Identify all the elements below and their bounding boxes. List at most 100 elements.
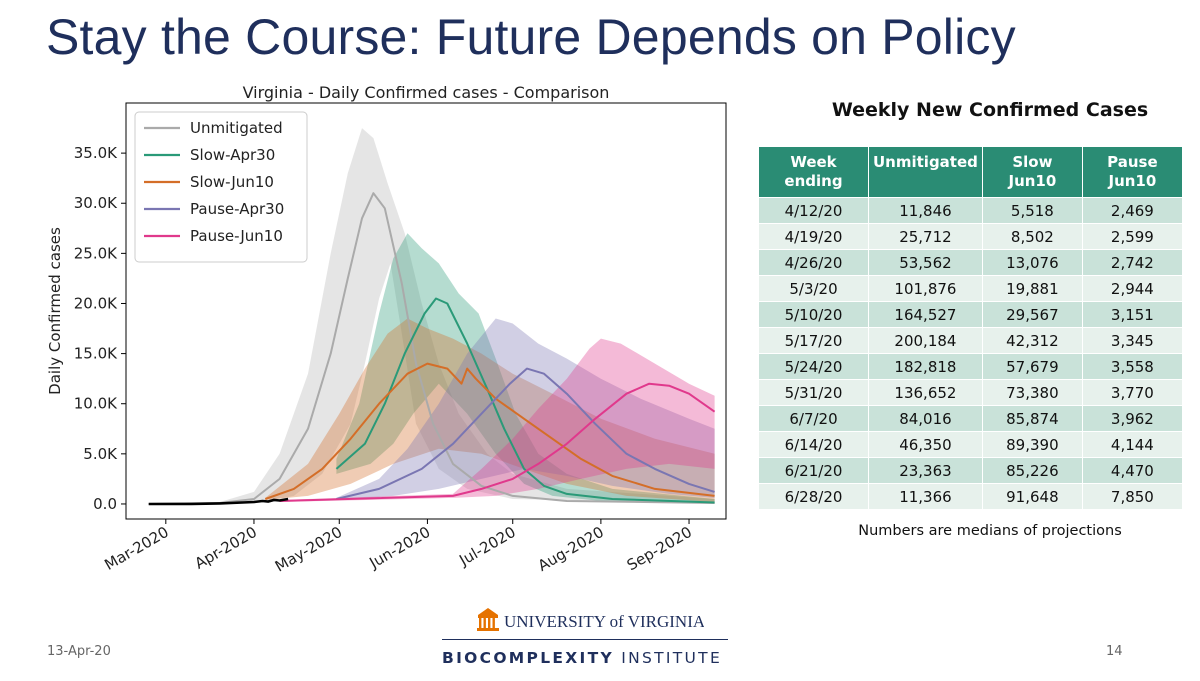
lines-layer bbox=[148, 192, 716, 506]
footer-date: 13-Apr-20 bbox=[47, 644, 111, 659]
chart: Virginia - Daily Confirmed cases - Compa… bbox=[46, 83, 727, 576]
table-row: 5/24/20 182,818 57,679 3,558 bbox=[758, 353, 1183, 380]
logo-divider bbox=[442, 639, 728, 640]
table-cell: 4/12/20 bbox=[758, 197, 869, 224]
table-cell: 46,350 bbox=[868, 431, 983, 458]
table-row: 5/10/20 164,527 29,567 3,151 bbox=[758, 301, 1183, 328]
table-cell: 6/21/20 bbox=[758, 457, 869, 484]
table-cell: 11,366 bbox=[868, 483, 983, 510]
table-row: 4/26/20 53,562 13,076 2,742 bbox=[758, 249, 1183, 276]
table-cell: 25,712 bbox=[868, 223, 983, 250]
table-cell: 7,850 bbox=[1081, 483, 1183, 510]
chart-title: Virginia - Daily Confirmed cases - Compa… bbox=[243, 83, 610, 102]
header-line: Week bbox=[790, 153, 837, 171]
table-cell: 19,881 bbox=[981, 275, 1083, 302]
legend-label-pause-apr30: Pause-Apr30 bbox=[190, 200, 284, 218]
table-cell: 5/24/20 bbox=[758, 353, 869, 380]
legend: Unmitigated Slow-Apr30 Slow-Jun10 Pause-Apr… bbox=[134, 111, 308, 263]
pause-jun10-band bbox=[279, 338, 715, 502]
table-cell: 84,016 bbox=[868, 405, 983, 432]
table-row: 5/17/20 200,184 42,312 3,345 bbox=[758, 327, 1183, 354]
observed-cases-line bbox=[148, 497, 289, 506]
x-tick-label: Apr-2020 bbox=[192, 523, 260, 573]
table-cell: 5/31/20 bbox=[758, 379, 869, 406]
page-number: 14 bbox=[1106, 644, 1123, 659]
y-tick-label: 0.0 bbox=[93, 495, 117, 513]
table-header-row: Week ending Unmitigated Slow Jun10 Pause… bbox=[758, 146, 1183, 198]
table-cell: 3,151 bbox=[1081, 301, 1183, 328]
table-title: Weekly New Confirmed Cases bbox=[831, 99, 1149, 121]
table-cell: 5,518 bbox=[981, 197, 1083, 224]
table-cell: 57,679 bbox=[981, 353, 1083, 380]
slide-title: Stay the Course: Future Depends on Polic… bbox=[46, 9, 1016, 65]
table-cell: 42,312 bbox=[981, 327, 1083, 354]
table-cell: 5/10/20 bbox=[758, 301, 869, 328]
table-note: Numbers are medians of projections bbox=[858, 523, 1122, 539]
legend-box bbox=[134, 111, 308, 263]
header-line: Pause bbox=[1107, 153, 1158, 171]
university-name: UNIVERSITY of VIRGINIA bbox=[504, 612, 704, 631]
table-row: 5/3/20 101,876 19,881 2,944 bbox=[758, 275, 1183, 302]
table-cell: 13,076 bbox=[981, 249, 1083, 276]
table-cell: 4,470 bbox=[1081, 457, 1183, 484]
table-row: 5/31/20 136,652 73,380 3,770 bbox=[758, 379, 1183, 406]
rotunda-icon bbox=[477, 608, 499, 631]
table-cell: 85,226 bbox=[981, 457, 1083, 484]
header-slow-jun10: Slow Jun10 bbox=[981, 146, 1083, 198]
slow-jun10-line bbox=[264, 362, 715, 500]
table-row: 6/28/20 11,366 91,648 7,850 bbox=[758, 483, 1183, 510]
header-pause-jun10: Pause Jun10 bbox=[1081, 146, 1183, 198]
table-cell: 182,818 bbox=[868, 353, 983, 380]
pause-apr30-line bbox=[336, 367, 715, 500]
x-tick-label: Jul-2020 bbox=[455, 523, 518, 570]
table-cell: 3,962 bbox=[1081, 405, 1183, 432]
x-tick-label: Jun-2020 bbox=[366, 523, 434, 573]
cases-table: Week ending Unmitigated Slow Jun10 Pause… bbox=[758, 146, 1183, 510]
table-cell: 3,345 bbox=[1081, 327, 1183, 354]
table-cell: 6/28/20 bbox=[758, 483, 869, 510]
header-week-ending: Week ending bbox=[758, 146, 869, 198]
table-cell: 101,876 bbox=[868, 275, 983, 302]
table-cell: 5/17/20 bbox=[758, 327, 869, 354]
table-row: 6/7/20 84,016 85,874 3,962 bbox=[758, 405, 1183, 432]
uva-logo: UNIVERSITY of VIRGINIA bbox=[477, 608, 704, 631]
table-cell: 2,469 bbox=[1081, 197, 1183, 224]
bands-layer bbox=[148, 128, 715, 504]
y-tick-label: 35.0K bbox=[74, 144, 118, 162]
table-cell: 85,874 bbox=[981, 405, 1083, 432]
header-unmitigated: Unmitigated bbox=[868, 146, 983, 198]
y-tick-label: 25.0K bbox=[74, 244, 118, 262]
y-tick-label: 30.0K bbox=[74, 194, 118, 212]
x-tick-label: Sep-2020 bbox=[624, 523, 695, 575]
table-cell: 11,846 bbox=[868, 197, 983, 224]
table-row: 6/21/20 23,363 85,226 4,470 bbox=[758, 457, 1183, 484]
x-tick-label: Aug-2020 bbox=[535, 523, 607, 575]
header-line: ending bbox=[784, 172, 843, 190]
institute-name: BIOCOMPLEXITY INSTITUTE bbox=[442, 649, 732, 667]
table-body: 4/12/20 11,846 5,518 2,469 4/19/20 25,712 8,50… bbox=[758, 197, 1183, 510]
x-tick-label: May-2020 bbox=[272, 523, 345, 576]
institute-bold: BIOCOMPLEXITY bbox=[442, 649, 614, 667]
table-row: 6/14/20 46,350 89,390 4,144 bbox=[758, 431, 1183, 458]
plot-frame bbox=[125, 102, 727, 520]
header-line: Slow bbox=[1012, 153, 1053, 171]
legend-label-unmitigated: Unmitigated bbox=[190, 119, 283, 137]
x-tick-label: Mar-2020 bbox=[101, 523, 171, 574]
header-line: Jun10 bbox=[1008, 172, 1057, 190]
table-cell: 136,652 bbox=[868, 379, 983, 406]
y-tick-label: 10.0K bbox=[74, 395, 118, 413]
table-cell: 8,502 bbox=[981, 223, 1083, 250]
pause-jun10-line bbox=[279, 382, 716, 502]
y-axis-label: Daily Confirmed cases bbox=[46, 227, 64, 395]
slow-apr30-line bbox=[335, 297, 715, 504]
table-row: 4/12/20 11,846 5,518 2,469 bbox=[758, 197, 1183, 224]
y-tick-label: 5.0K bbox=[83, 445, 118, 463]
slow-jun10-band bbox=[265, 318, 715, 502]
table-cell: 29,567 bbox=[981, 301, 1083, 328]
table-cell: 2,742 bbox=[1081, 249, 1183, 276]
header-line: Jun10 bbox=[1108, 172, 1157, 190]
table-cell: 4/19/20 bbox=[758, 223, 869, 250]
table-cell: 6/7/20 bbox=[758, 405, 869, 432]
table-cell: 73,380 bbox=[981, 379, 1083, 406]
table-cell: 4/26/20 bbox=[758, 249, 869, 276]
